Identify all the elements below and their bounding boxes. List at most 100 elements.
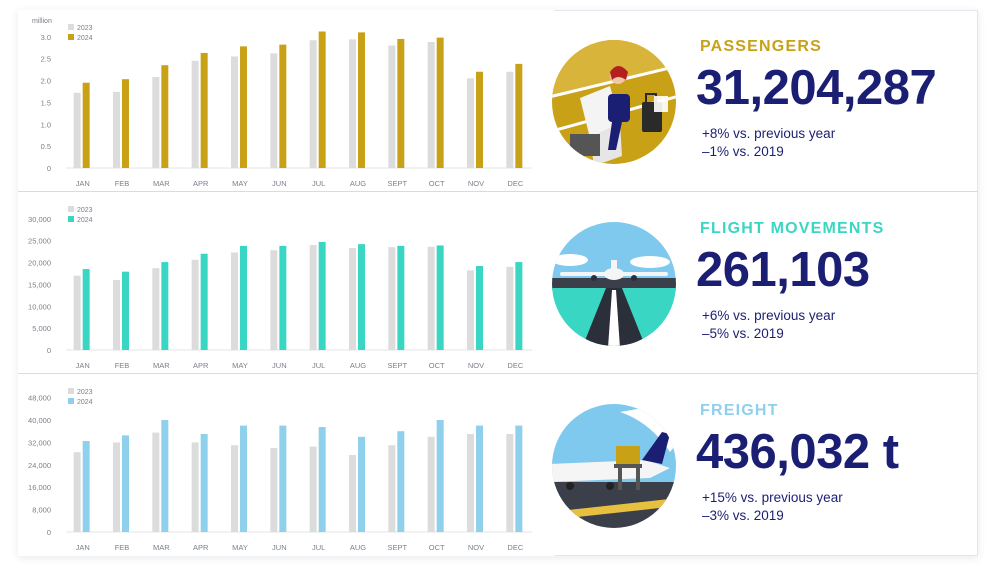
bar-2023-dec xyxy=(506,266,514,350)
x-tick-label: APR xyxy=(193,179,209,188)
x-tick-label: JUN xyxy=(272,543,287,552)
x-tick-label: OCT xyxy=(429,543,445,552)
freight-section: 0 8,000 16,000 24,000 32,000 40,000 48,000 JAN F… xyxy=(18,374,978,556)
y-tick-label: 0 xyxy=(47,164,51,173)
y-tick-label: 0.5 xyxy=(41,142,51,151)
bar-2024-dec xyxy=(515,262,523,350)
x-tick-label: JUL xyxy=(312,179,325,188)
x-tick-label: JUN xyxy=(272,179,287,188)
x-tick-label: JUL xyxy=(312,543,325,552)
x-tick-label: MAR xyxy=(153,361,170,370)
legend-label-2023: 2023 xyxy=(77,389,93,396)
bar-2023-apr xyxy=(191,259,199,350)
bar-2024-mar xyxy=(161,420,169,532)
bar-2024-dec xyxy=(515,63,523,168)
bar-2023-dec xyxy=(506,71,514,168)
bar-2024-sept xyxy=(397,245,405,350)
bar-2024-apr xyxy=(200,434,208,532)
x-tick-label: NOV xyxy=(468,179,484,188)
x-tick-label: JUL xyxy=(312,361,325,370)
passengers-chart: million 0 0.5 1.0 1.5 2.0 2.5 3.0 JAN FEB MAR APR MA… xyxy=(32,18,532,188)
bar-2023-feb xyxy=(113,280,120,350)
bar-2024-oct xyxy=(436,245,444,350)
y-tick-label: 1.5 xyxy=(41,98,51,107)
x-tick-label: AUG xyxy=(350,543,366,552)
x-tick-label: SEPT xyxy=(388,361,408,370)
flight-movements-chart: 0 5,000 10,000 15,000 20,000 25,000 30,000 JAN F… xyxy=(28,206,532,370)
y-tick-label: 3.0 xyxy=(41,33,51,42)
legend-label-2024: 2024 xyxy=(77,35,93,42)
y-tick-label: 32,000 xyxy=(28,438,51,447)
bar-2023-mar xyxy=(152,77,160,168)
passengers-label: PASSENGERS xyxy=(700,38,822,55)
bar-2024-nov xyxy=(476,425,483,532)
section-divider xyxy=(18,191,978,192)
x-tick-label: OCT xyxy=(429,361,445,370)
bar-2024-aug xyxy=(358,244,365,350)
bar-2024-jan xyxy=(82,441,90,532)
y-tick-label: 0 xyxy=(47,528,51,537)
bar-2024-mar xyxy=(161,262,169,350)
bar-2023-sept xyxy=(388,45,396,168)
bar-2023-feb xyxy=(113,442,120,532)
flight-movements-label: FLIGHT MOVEMENTS xyxy=(700,220,885,237)
bar-2024-feb xyxy=(122,271,129,350)
bar-2023-aug xyxy=(349,455,356,532)
bar-2024-nov xyxy=(476,71,483,168)
x-tick-label: FEB xyxy=(115,543,130,552)
y-tick-label: 1.0 xyxy=(41,120,51,129)
x-tick-label: APR xyxy=(193,543,209,552)
bar-2024-jun xyxy=(279,245,287,350)
bar-2024-sept xyxy=(397,38,405,168)
freight-info: FREIGHT 436,032 t +15% vs. previous year… xyxy=(550,374,978,556)
bar-2024-nov xyxy=(476,266,483,350)
bar-2023-mar xyxy=(152,432,160,532)
bar-2024-aug xyxy=(358,436,365,532)
freight-change-2019: –3% vs. 2019 xyxy=(702,508,784,523)
bar-2023-may xyxy=(231,445,238,532)
y-tick-label: 2.0 xyxy=(41,77,51,86)
passenger-icon xyxy=(552,40,676,164)
bar-2024-jun xyxy=(279,44,287,168)
bar-2023-mar xyxy=(152,268,160,350)
x-tick-label: SEPT xyxy=(388,543,408,552)
x-tick-label: DEC xyxy=(507,179,523,188)
legend-label-2023: 2023 xyxy=(77,25,93,32)
bar-2023-nov xyxy=(467,270,474,350)
x-tick-label: FEB xyxy=(115,361,130,370)
legend-swatch-2023 xyxy=(68,388,74,394)
y-tick-label: 5,000 xyxy=(32,324,51,333)
bar-2024-feb xyxy=(122,79,129,168)
x-tick-label: MAY xyxy=(232,543,248,552)
flight-movements-value: 261,103 xyxy=(696,243,870,297)
x-tick-label: MAY xyxy=(232,179,248,188)
flight-movements-change-year: +6% vs. previous year xyxy=(702,308,836,323)
passengers-value: 31,204,287 xyxy=(696,61,937,115)
y-tick-label: 25,000 xyxy=(28,237,51,246)
legend-swatch-2024 xyxy=(68,216,74,222)
freight-label: FREIGHT xyxy=(700,402,779,419)
bar-2023-nov xyxy=(467,78,474,168)
x-tick-label: SEPT xyxy=(388,179,408,188)
x-tick-label: JAN xyxy=(76,543,90,552)
x-tick-label: NOV xyxy=(468,543,484,552)
x-tick-label: APR xyxy=(193,361,209,370)
airplane-runway-icon xyxy=(552,222,676,346)
bar-2024-apr xyxy=(200,253,208,350)
x-tick-label: MAR xyxy=(153,543,170,552)
y-tick-label: 20,000 xyxy=(28,259,51,268)
x-tick-label: JAN xyxy=(76,179,90,188)
x-tick-label: AUG xyxy=(350,361,366,370)
y-tick-label: 8,000 xyxy=(32,506,51,515)
passengers-section: million 0 0.5 1.0 1.5 2.0 2.5 3.0 JAN FEB MAR APR MA… xyxy=(18,10,978,192)
bar-2023-oct xyxy=(427,436,435,532)
x-tick-label: MAY xyxy=(232,361,248,370)
x-tick-label: NOV xyxy=(468,361,484,370)
bar-2024-may xyxy=(240,245,247,350)
legend-swatch-2024 xyxy=(68,398,74,404)
bar-2023-nov xyxy=(467,434,474,532)
cargo-plane-icon xyxy=(552,404,676,528)
freight-chart: 0 8,000 16,000 24,000 32,000 40,000 48,000 JAN F… xyxy=(28,388,532,552)
passengers-change-2019: –1% vs. 2019 xyxy=(702,144,784,159)
